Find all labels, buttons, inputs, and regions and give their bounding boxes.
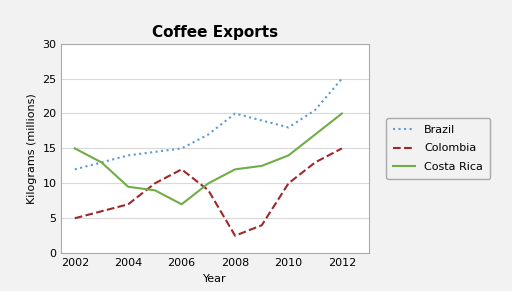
Brazil xyxy=(179,147,185,150)
Colombia xyxy=(312,161,318,164)
Costa Rica xyxy=(179,203,185,206)
Title: Coffee Exports: Coffee Exports xyxy=(152,25,278,40)
Costa Rica xyxy=(125,185,131,189)
Colombia xyxy=(179,168,185,171)
Colombia xyxy=(125,203,131,206)
Brazil xyxy=(259,119,265,122)
Brazil xyxy=(72,168,78,171)
Colombia xyxy=(339,147,345,150)
Line: Brazil: Brazil xyxy=(75,79,342,169)
Colombia xyxy=(205,189,211,192)
Brazil xyxy=(98,161,104,164)
Brazil xyxy=(152,150,158,154)
Line: Colombia: Colombia xyxy=(75,148,342,236)
Legend: Brazil, Colombia, Costa Rica: Brazil, Colombia, Costa Rica xyxy=(387,118,490,179)
Y-axis label: Kilograms (millions): Kilograms (millions) xyxy=(27,93,37,204)
Brazil xyxy=(312,108,318,112)
X-axis label: Year: Year xyxy=(203,274,227,284)
Brazil xyxy=(285,126,291,129)
Brazil xyxy=(125,154,131,157)
Colombia xyxy=(232,234,238,237)
Colombia xyxy=(152,182,158,185)
Colombia xyxy=(285,182,291,185)
Costa Rica xyxy=(152,189,158,192)
Colombia xyxy=(259,223,265,227)
Line: Costa Rica: Costa Rica xyxy=(75,113,342,204)
Brazil xyxy=(232,112,238,115)
Colombia xyxy=(98,210,104,213)
Costa Rica xyxy=(285,154,291,157)
Costa Rica xyxy=(98,161,104,164)
Costa Rica xyxy=(339,112,345,115)
Costa Rica xyxy=(205,182,211,185)
Brazil xyxy=(205,133,211,136)
Brazil xyxy=(339,77,345,80)
Colombia xyxy=(72,217,78,220)
Costa Rica xyxy=(312,133,318,136)
Costa Rica xyxy=(72,147,78,150)
Costa Rica xyxy=(232,168,238,171)
Costa Rica xyxy=(259,164,265,168)
